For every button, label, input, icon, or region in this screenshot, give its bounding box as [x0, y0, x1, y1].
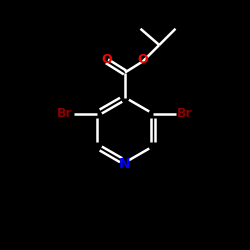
Text: N: N	[119, 157, 131, 171]
Text: Br: Br	[177, 107, 193, 120]
Text: O: O	[102, 53, 112, 66]
Text: O: O	[138, 53, 148, 66]
Text: Br: Br	[57, 107, 73, 120]
